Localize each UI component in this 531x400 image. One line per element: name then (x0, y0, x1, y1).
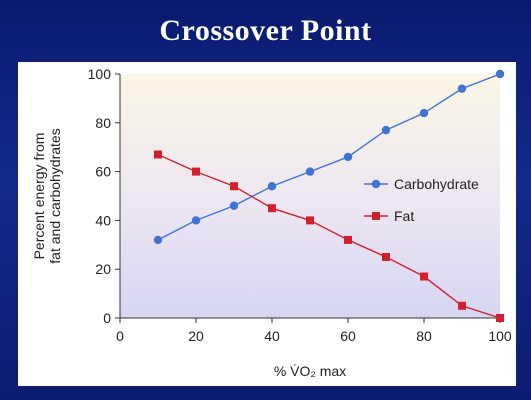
x-tick-label: 0 (116, 328, 124, 344)
carbohydrate-point (495, 69, 505, 79)
x-tick-label: 40 (264, 328, 280, 344)
fat-point (306, 216, 314, 225)
carbohydrate-point (419, 108, 429, 118)
y-tick-label: 40 (95, 212, 111, 228)
carbohydrate-point (381, 125, 391, 135)
y-tick-label: 80 (95, 115, 111, 131)
fat-point (230, 182, 238, 191)
y-tick-label: 0 (103, 310, 111, 326)
x-tick-label: 60 (340, 328, 356, 344)
fat-point (382, 253, 390, 261)
fat-point (192, 167, 200, 176)
y-tick-label: 100 (88, 66, 112, 82)
fat-point (496, 314, 504, 322)
legend-fat-label: Fat (394, 208, 414, 224)
y-tick-label: 20 (95, 261, 111, 277)
legend-fat-marker (372, 212, 380, 220)
carbohydrate-point (191, 216, 201, 225)
line-chart: 0 20 40 60 80 100 0 20 40 60 80 100 Percent energy … (31, 66, 512, 379)
fat-point (458, 301, 466, 310)
fat-point (344, 235, 352, 244)
carbohydrate-point (267, 182, 277, 191)
y-axis-label-line1: Percent energy from (31, 133, 47, 260)
fat-series-line (157, 153, 501, 319)
carbohydrate-point (305, 167, 315, 176)
plot-area (120, 74, 500, 318)
x-tick-label: 20 (188, 328, 204, 344)
y-axis-label-line2: fat and carbohydrates (47, 128, 63, 263)
y-tick-label: 60 (95, 164, 111, 180)
carbohydrate-point (457, 84, 467, 93)
carbohydrate-point (229, 201, 239, 210)
fat-point (268, 204, 276, 213)
legend-carbohydrate-marker (371, 179, 381, 189)
x-tick-label: 80 (416, 328, 432, 344)
carbohydrate-series-line (157, 73, 501, 241)
legend-carbohydrate-label: Carbohydrate (394, 176, 479, 192)
slide-title: Crossover Point (159, 14, 372, 47)
carbohydrate-point (343, 152, 353, 162)
carbohydrate-point (153, 235, 163, 245)
x-tick-label: 100 (488, 328, 512, 344)
fat-point (420, 272, 428, 281)
x-axis-label: % V̇O₂ max (274, 363, 346, 379)
chart-figure: 0 20 40 60 80 100 0 20 40 60 80 100 Percent energy … (18, 62, 516, 386)
fat-point (154, 150, 162, 159)
